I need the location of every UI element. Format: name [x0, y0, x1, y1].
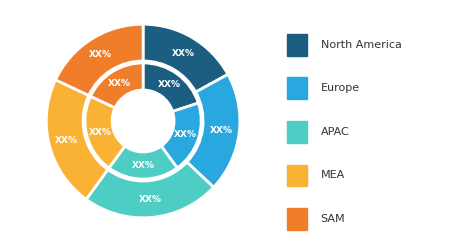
Text: XX%: XX%	[131, 161, 154, 170]
Text: XX%: XX%	[174, 130, 197, 139]
Text: XX%: XX%	[139, 195, 162, 204]
Text: XX%: XX%	[209, 126, 232, 135]
Wedge shape	[86, 162, 213, 218]
Text: XX%: XX%	[108, 79, 130, 88]
Text: XX%: XX%	[158, 81, 180, 90]
Text: XX%: XX%	[88, 128, 111, 136]
Text: XX%: XX%	[171, 49, 194, 58]
Bar	[286, 34, 306, 56]
Text: XX%: XX%	[89, 50, 112, 59]
Wedge shape	[55, 24, 143, 95]
Wedge shape	[143, 63, 198, 111]
Wedge shape	[187, 74, 239, 187]
Text: XX%: XX%	[55, 136, 78, 145]
Text: Europe: Europe	[320, 83, 359, 93]
Bar	[286, 165, 306, 186]
Wedge shape	[109, 146, 177, 179]
Bar	[286, 121, 306, 143]
Text: SAM: SAM	[320, 214, 345, 224]
Wedge shape	[46, 80, 108, 199]
Wedge shape	[161, 103, 201, 168]
Text: North America: North America	[320, 40, 401, 50]
Wedge shape	[85, 96, 125, 168]
Text: APAC: APAC	[320, 127, 349, 137]
Text: MEA: MEA	[320, 170, 344, 181]
Bar	[286, 208, 306, 230]
Wedge shape	[90, 63, 143, 108]
Bar	[286, 77, 306, 99]
Wedge shape	[143, 24, 228, 92]
